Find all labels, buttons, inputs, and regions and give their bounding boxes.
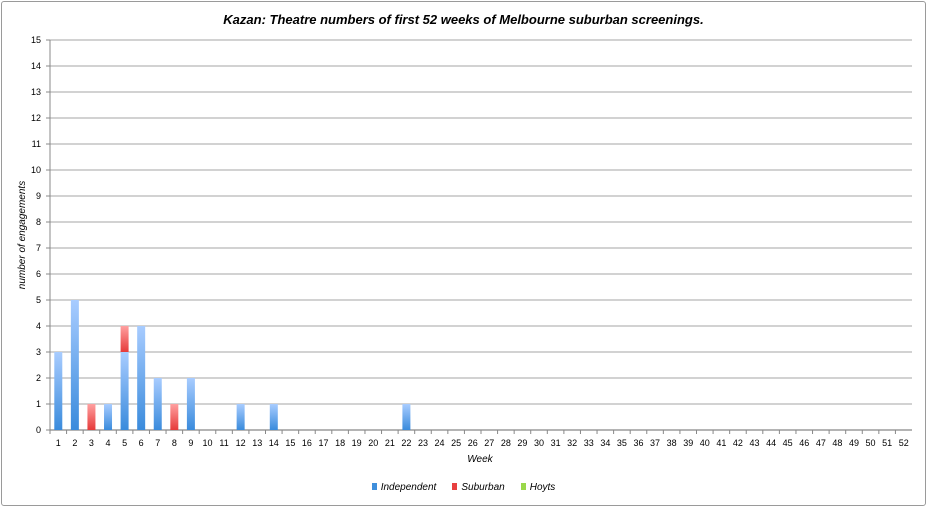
y-tick-label: 0 [36,425,41,435]
x-tick-label: 17 [319,438,329,448]
x-tick-label: 34 [600,438,610,448]
bar-independent-week-14 [269,404,278,430]
y-tick-label: 9 [36,191,41,201]
x-tick-label: 45 [783,438,793,448]
x-tick-label: 43 [750,438,760,448]
y-tick-label: 12 [31,113,41,123]
bar-independent-week-2 [70,300,79,430]
bar-independent-week-5 [120,352,129,430]
bar-independent-week-12 [236,404,245,430]
x-tick-label: 10 [202,438,212,448]
y-tick-label: 6 [36,269,41,279]
bar-suburban-week-5 [120,326,129,352]
x-tick-label: 21 [385,438,395,448]
bar-suburban-week-8 [170,404,179,430]
x-tick-label: 3 [89,438,94,448]
x-tick-label: 23 [418,438,428,448]
x-tick-label: 37 [650,438,660,448]
legend-label: Suburban [461,482,505,493]
x-tick-label: 9 [188,438,193,448]
x-tick-label: 40 [700,438,710,448]
y-tick-label: 3 [36,347,41,357]
y-tick-label: 13 [31,87,41,97]
x-tick-label: 52 [899,438,909,448]
chart-title: Kazan: Theatre numbers of first 52 weeks… [223,12,704,27]
y-tick-label: 14 [31,61,41,71]
x-axis-label: Week [467,454,493,465]
x-tick-label: 35 [617,438,627,448]
bar-independent-week-6 [137,326,146,430]
bar-independent-week-4 [104,404,113,430]
x-tick-label: 30 [534,438,544,448]
x-tick-label: 36 [633,438,643,448]
y-tick-label: 1 [36,399,41,409]
x-tick-label: 15 [285,438,295,448]
x-tick-label: 4 [106,438,111,448]
x-tick-label: 8 [172,438,177,448]
x-tick-label: 12 [236,438,246,448]
x-tick-label: 24 [435,438,445,448]
x-tick-label: 32 [567,438,577,448]
x-tick-label: 13 [252,438,262,448]
legend-swatch [452,483,458,490]
x-tick-label: 27 [484,438,494,448]
x-tick-label: 11 [219,438,228,448]
y-tick-label: 8 [36,217,41,227]
y-tick-label: 2 [36,373,41,383]
x-tick-label: 49 [849,438,859,448]
y-tick-label: 15 [31,35,41,45]
legend: Independent Suburban Hoyts [0,482,927,493]
x-tick-label: 42 [733,438,743,448]
x-tick-label: 29 [517,438,527,448]
y-axis-label: number of engagements [17,181,28,289]
x-tick-label: 47 [816,438,826,448]
legend-item-suburban: Suburban [452,482,505,493]
legend-label: Independent [380,482,437,493]
x-tick-label: 38 [667,438,677,448]
x-tick-label: 50 [866,438,876,448]
y-tick-label: 4 [36,321,41,331]
x-tick-label: 22 [401,438,411,448]
y-tick-label: 5 [36,295,41,305]
legend-item-hoyts: Hoyts [520,482,556,493]
x-tick-label: 33 [584,438,594,448]
y-tick-label: 7 [36,243,41,253]
x-tick-label: 25 [451,438,461,448]
x-tick-label: 5 [122,438,127,448]
x-tick-label: 7 [155,438,160,448]
x-tick-label: 44 [766,438,776,448]
x-tick-label: 16 [302,438,312,448]
bar-suburban-week-3 [87,404,96,430]
x-tick-label: 14 [269,438,279,448]
x-tick-label: 39 [683,438,693,448]
x-tick-label: 6 [139,438,144,448]
legend-label: Hoyts [529,482,556,493]
bar-independent-week-7 [153,378,162,430]
x-tick-label: 19 [352,438,362,448]
x-tick-label: 26 [468,438,478,448]
x-tick-label: 46 [799,438,809,448]
x-tick-label: 18 [335,438,345,448]
bar-independent-week-9 [186,378,195,430]
legend-swatch [371,483,377,490]
x-tick-label: 20 [368,438,378,448]
legend-item-independent: Independent [371,482,437,493]
bar-independent-week-1 [54,352,63,430]
y-tick-label: 11 [32,139,41,149]
x-tick-label: 2 [72,438,77,448]
x-tick-label: 51 [882,438,892,448]
bar-independent-week-22 [402,404,411,430]
x-tick-label: 31 [551,438,561,448]
y-tick-label: 10 [31,165,41,175]
legend-swatch [520,483,526,490]
x-tick-label: 28 [501,438,511,448]
x-tick-label: 1 [56,438,61,448]
x-tick-label: 41 [716,438,726,448]
x-tick-label: 48 [832,438,842,448]
